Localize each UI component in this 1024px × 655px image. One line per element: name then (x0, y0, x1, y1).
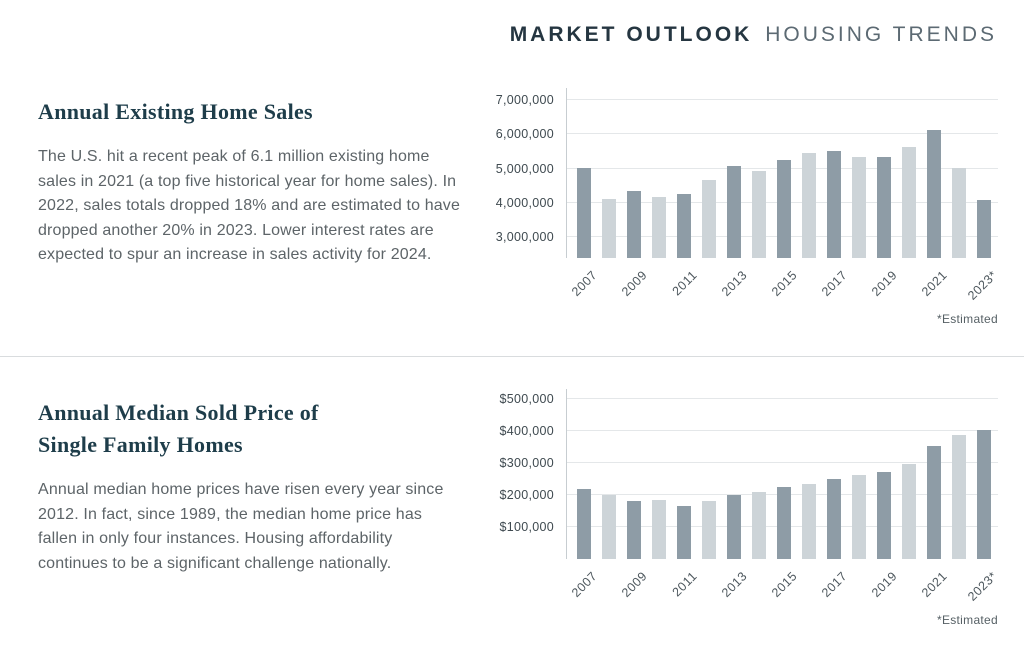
bar-2009 (627, 501, 641, 559)
plot-area (566, 389, 998, 559)
y-tick-label: $500,000 (499, 391, 554, 406)
bar-2010 (652, 500, 666, 559)
median-sold-price-text: Annual Median Sold Price of Single Famil… (38, 389, 462, 576)
bar-2017 (827, 479, 841, 559)
y-axis-labels: $100,000 $200,000 $300,000 $400,000 $500,000 (494, 389, 566, 559)
bar-2021 (927, 130, 941, 258)
median-sold-price-chart: $100,000 $200,000 $300,000 $400,000 $500,000… (494, 389, 1000, 627)
y-tick-label: $200,000 (499, 487, 554, 502)
y-tick-label: $100,000 (499, 519, 554, 534)
bar-2009 (627, 191, 641, 258)
bar-2022 (952, 435, 966, 559)
existing-home-sales-chart: 3,000,000 4,000,000 5,000,000 6,000,000 7,00… (494, 88, 1000, 326)
page-title: MARKET OUTLOOK HOUSING TRENDS (0, 22, 997, 48)
y-tick-label: 4,000,000 (495, 196, 554, 211)
bar-2020 (902, 146, 916, 258)
section-median-sold-price: Annual Median Sold Price of Single Famil… (0, 389, 1024, 627)
bar-2018 (852, 157, 866, 258)
y-tick-label: 7,000,000 (495, 93, 554, 108)
y-tick-label: $400,000 (499, 423, 554, 438)
bars (567, 88, 998, 258)
x-axis-labels: 2007 2009 2011 2013 2015 2017 2019 2021 2023* (566, 559, 1000, 611)
chart-footnote: *Estimated (936, 613, 998, 627)
page-title-primary: MARKET OUTLOOK (509, 23, 753, 46)
y-tick-label: 3,000,000 (495, 230, 554, 245)
bar-2014 (752, 170, 766, 258)
bar-2019 (877, 471, 891, 559)
bar-2022 (952, 167, 966, 258)
page-title-secondary: HOUSING TRENDS (765, 23, 997, 46)
bar-2012 (702, 180, 716, 258)
bar-2023 (977, 430, 991, 559)
chart-footnote: *Estimated (936, 312, 998, 326)
section-divider (0, 356, 1024, 357)
bar-2019 (877, 157, 891, 258)
y-tick-label: $300,000 (499, 455, 554, 470)
x-axis-labels: 2007 2009 2011 2013 2015 2017 2019 2021 2023* (566, 258, 1000, 310)
existing-home-sales-heading: Annual Existing Home Sales (38, 99, 313, 124)
y-tick-label: 5,000,000 (495, 161, 554, 176)
bar-2018 (852, 475, 866, 559)
bar-2020 (902, 464, 916, 559)
bar-2008 (602, 199, 616, 258)
median-sold-price-body: Annual median home prices have risen eve… (38, 481, 444, 572)
bar-2014 (752, 491, 766, 559)
bar-2012 (702, 501, 716, 559)
bar-2011 (677, 505, 691, 559)
section-existing-home-sales: Annual Existing Home Sales The U.S. hit … (0, 88, 1024, 326)
bar-2017 (827, 151, 841, 258)
bar-2016 (802, 153, 816, 258)
gridline (567, 461, 998, 463)
bar-2008 (602, 494, 616, 559)
existing-home-sales-text: Annual Existing Home Sales The U.S. hit … (38, 88, 462, 268)
bars (567, 389, 998, 559)
plot-area (566, 88, 998, 258)
median-sold-price-heading: Annual Median Sold Price of Single Famil… (38, 400, 319, 457)
bar-2021 (927, 446, 941, 559)
y-tick-label: 6,000,000 (495, 127, 554, 142)
bar-2011 (677, 194, 691, 258)
y-axis-labels: 3,000,000 4,000,000 5,000,000 6,000,000 7,00… (494, 88, 566, 258)
gridline (567, 397, 998, 399)
bar-2007 (577, 168, 591, 258)
bar-2007 (577, 489, 591, 559)
bar-2015 (777, 160, 791, 258)
bar-2013 (727, 165, 741, 258)
bar-2010 (652, 196, 666, 258)
chart-inner: $100,000 $200,000 $300,000 $400,000 $500,000 (494, 389, 998, 559)
gridline (567, 133, 998, 135)
bar-2015 (777, 487, 791, 559)
gridline (567, 429, 998, 431)
page-header: MARKET OUTLOOK HOUSING TRENDS (0, 0, 1024, 48)
chart-inner: 3,000,000 4,000,000 5,000,000 6,000,000 7,00… (494, 88, 998, 258)
bar-2023 (977, 199, 991, 258)
gridline (567, 99, 998, 101)
bar-2016 (802, 483, 816, 559)
bar-2013 (727, 494, 741, 559)
existing-home-sales-body: The U.S. hit a recent peak of 6.1 millio… (38, 148, 461, 263)
